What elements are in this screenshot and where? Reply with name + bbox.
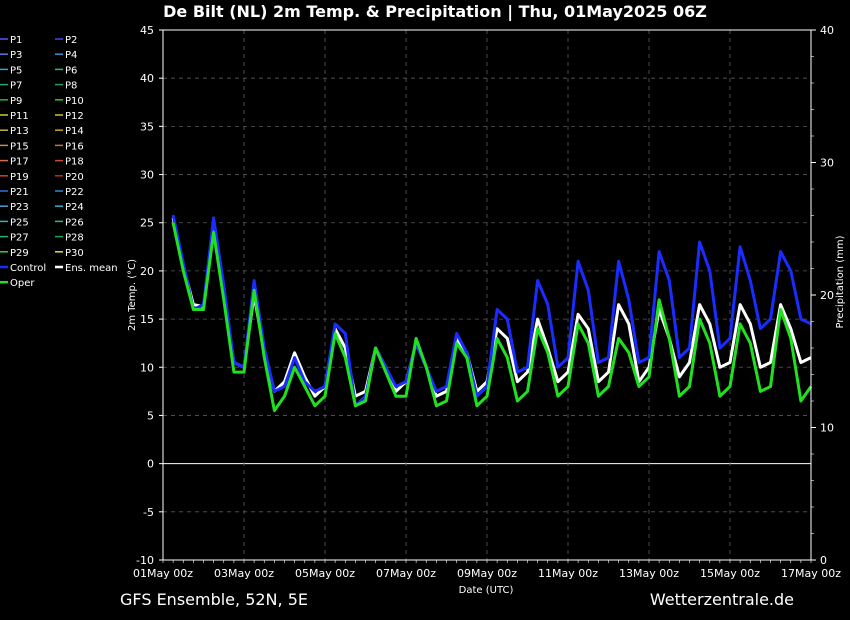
x-tick-label: 15May 00z (700, 567, 760, 580)
x-axis-label: Date (UTC) (459, 585, 514, 596)
legend-label: P8 (65, 81, 77, 92)
x-tick-label: 17May 00z (781, 567, 841, 580)
legend-label: P26 (65, 217, 84, 228)
legend-label: P27 (10, 233, 29, 244)
legend-label: P30 (65, 248, 84, 259)
y2-axis-label: Precipitation (mm) (835, 235, 846, 328)
chart-title: De Bilt (NL) 2m Temp. & Precipitation | … (163, 2, 707, 22)
x-tick-label: 13May 00z (619, 567, 679, 580)
series-line-oper (171, 222, 813, 413)
y-tick-label: 35 (140, 120, 154, 133)
y-tick-label: 10 (140, 361, 154, 374)
y-tick-label: 25 (140, 217, 154, 230)
y-tick-label: 5 (147, 409, 154, 422)
legend-label: P2 (65, 35, 77, 46)
legend-label: P10 (65, 96, 84, 107)
legend-label: P24 (65, 202, 84, 213)
y-tick-label: 20 (140, 265, 154, 278)
legend-label: Control (10, 263, 46, 274)
y-tick-label: 0 (147, 458, 154, 471)
chart-grid (162, 29, 812, 561)
legend-label: P23 (10, 202, 29, 213)
x-tick-label: 03May 00z (214, 567, 274, 580)
legend-label: P4 (65, 50, 77, 61)
legend-label: P6 (65, 65, 77, 76)
y-tick-label: -5 (143, 506, 154, 519)
y2-tick-label: 40 (820, 24, 834, 37)
legend-label: Oper (10, 278, 35, 289)
y2-tick-label: 10 (820, 422, 834, 435)
legend-label: P1 (10, 35, 22, 46)
legend-label: P21 (10, 187, 29, 198)
y-tick-label: 30 (140, 169, 154, 182)
legend-label: P9 (10, 96, 22, 107)
x-tick-label: 07May 00z (376, 567, 436, 580)
y-tick-label: 45 (140, 24, 154, 37)
legend-label: P11 (10, 111, 29, 122)
x-tick-label: 05May 00z (295, 567, 355, 580)
legend-label: P12 (65, 111, 84, 122)
legend-label: P14 (65, 126, 84, 137)
y-tick-label: 40 (140, 72, 154, 85)
legend-label: P28 (65, 233, 84, 244)
legend-label: P19 (10, 172, 29, 183)
y2-tick-label: 20 (820, 289, 834, 302)
y-tick-label: -10 (136, 554, 154, 567)
legend-label: P16 (65, 141, 84, 152)
y2-tick-label: 0 (820, 554, 827, 567)
legend-label: P5 (10, 65, 22, 76)
x-tick-label: 01May 00z (133, 567, 193, 580)
legend-label: P25 (10, 217, 29, 228)
legend-label: P17 (10, 157, 29, 168)
x-tick-label: 09May 00z (457, 567, 517, 580)
legend-label: P18 (65, 157, 84, 168)
y2-tick-label: 30 (820, 157, 834, 170)
legend-label: P22 (65, 187, 84, 198)
legend-label: P15 (10, 141, 29, 152)
y-tick-label: 15 (140, 313, 154, 326)
series-line-control (171, 214, 812, 408)
chart-legend: P1 P2 P3 P4 P5 P6 P7 P8 P9 P10 P11 P12 P13 P14 P15 P16 P… (0, 35, 118, 289)
legend-label: Ens. mean (65, 263, 118, 274)
legend-label: P7 (10, 81, 22, 92)
y-axis-label: 2m Temp. (°C) (127, 259, 138, 331)
plot-frame (162, 29, 812, 561)
legend-label: P3 (10, 50, 22, 61)
plot-area (171, 214, 813, 413)
x-tick-label: 11May 00z (538, 567, 598, 580)
legend-label: P20 (65, 172, 84, 183)
footer-source: Wetterzentrale.de (650, 590, 794, 609)
legend-label: P29 (10, 248, 29, 259)
legend-label: P13 (10, 126, 29, 137)
footer-model: GFS Ensemble, 52N, 5E (120, 590, 308, 609)
